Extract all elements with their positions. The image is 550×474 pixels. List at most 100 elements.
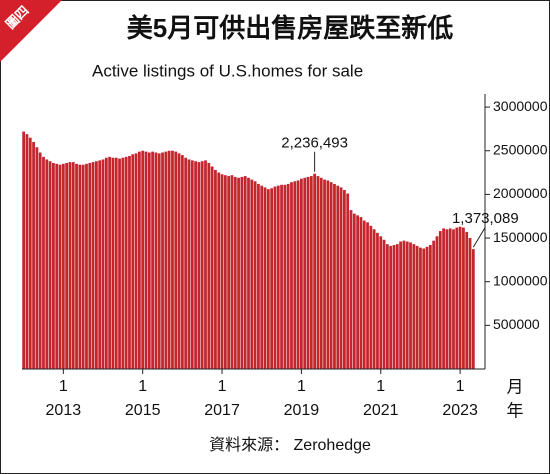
x-tick-label: 1 [456, 378, 465, 395]
bar [356, 215, 360, 369]
bar [389, 245, 393, 369]
bar [296, 180, 300, 369]
bar [151, 151, 154, 369]
bar [171, 150, 174, 369]
bar [402, 240, 406, 369]
bar [395, 244, 399, 369]
bar [303, 177, 307, 369]
bar [359, 217, 363, 369]
bar [71, 162, 75, 369]
bar [48, 161, 52, 369]
bar [164, 151, 168, 369]
annotation-leader [472, 226, 486, 248]
bar [286, 183, 290, 369]
bar [81, 164, 85, 369]
bar [415, 245, 419, 369]
bar [438, 231, 442, 369]
x-tick-label: 1 [376, 378, 385, 395]
bar [250, 179, 254, 369]
bar [78, 164, 82, 369]
bar [369, 225, 373, 369]
bar [362, 220, 366, 369]
bar [442, 228, 445, 369]
bar [141, 150, 145, 369]
bar [448, 228, 452, 369]
bar [144, 151, 148, 369]
bar [435, 236, 439, 369]
bar [61, 163, 65, 369]
bar [465, 231, 469, 369]
bar [392, 245, 396, 369]
bar [38, 152, 42, 369]
x-tick-label: 1 [59, 378, 68, 395]
bar [462, 227, 465, 369]
bar [316, 176, 320, 369]
bar [174, 151, 178, 369]
bar [276, 185, 280, 369]
bar [385, 244, 389, 369]
x-year-label: 2019 [284, 402, 320, 419]
bar [230, 175, 234, 369]
bar [452, 229, 455, 369]
bar [58, 164, 62, 369]
bar [184, 157, 188, 369]
bar [28, 137, 32, 369]
y-tick-label: 1500000 [493, 229, 548, 245]
source: 資料來源： Zerohedge [209, 436, 371, 454]
bar [108, 156, 112, 369]
bar [336, 185, 340, 369]
bar [412, 244, 416, 369]
bar [243, 176, 247, 369]
bar [257, 183, 260, 369]
bar [266, 189, 270, 369]
bar [65, 162, 69, 369]
bar [68, 162, 72, 369]
bar [190, 160, 194, 369]
bar [329, 182, 333, 369]
x-year-label: 2015 [125, 402, 161, 419]
bar [147, 152, 151, 369]
bar [432, 240, 436, 369]
subtitle: Active listings of U.S.homes for sale [92, 61, 363, 80]
bar [131, 154, 135, 369]
bar [204, 160, 207, 369]
bar [293, 181, 297, 369]
bar [300, 178, 303, 369]
bar [405, 241, 409, 369]
y-tick-label: 3000000 [493, 98, 548, 114]
bar [309, 176, 313, 369]
bar [333, 183, 336, 369]
x-tick-label: 1 [138, 378, 147, 395]
bar [422, 248, 426, 369]
x-tick-label: 1 [297, 378, 306, 395]
x-year-label: 2017 [204, 402, 240, 419]
annotation: 2,236,493 [281, 135, 348, 152]
bar [128, 155, 131, 369]
bar [290, 182, 293, 369]
bar [372, 229, 376, 369]
bar [118, 158, 121, 369]
bar [214, 169, 217, 369]
bar [104, 157, 108, 369]
bar [91, 162, 95, 369]
y-tick-label: 2500000 [493, 141, 548, 157]
bar [247, 177, 250, 369]
bar [52, 162, 55, 369]
bar [217, 172, 221, 369]
bar [273, 186, 277, 369]
bar [349, 210, 353, 369]
bar [22, 131, 26, 369]
bar [240, 176, 244, 369]
bar [283, 184, 287, 369]
bar [111, 157, 115, 369]
bar [237, 177, 240, 369]
bar [88, 162, 92, 369]
bar [55, 163, 59, 369]
bar [197, 162, 201, 369]
bar [280, 184, 283, 369]
bar [379, 236, 383, 369]
bar [161, 152, 164, 369]
bar [263, 187, 267, 369]
bar [167, 150, 171, 369]
